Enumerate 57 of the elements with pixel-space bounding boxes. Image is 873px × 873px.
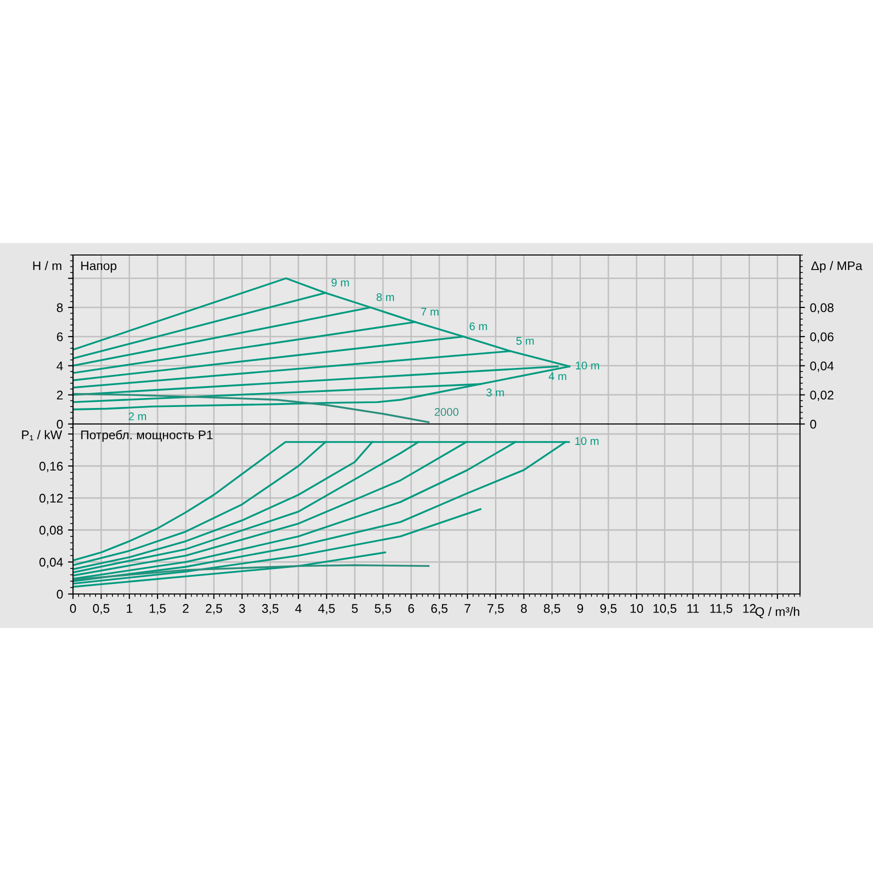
- x-tick-label: 11: [687, 604, 699, 613]
- series-label: 2000: [434, 408, 458, 416]
- x-tick-label: 4,5: [318, 604, 335, 614]
- y2-tick-label: 0: [810, 420, 816, 429]
- x-tick-label: 2,5: [206, 604, 222, 614]
- y2-tick-label: 0,02: [810, 390, 834, 401]
- x-tick-label: 5: [352, 604, 358, 613]
- y-axis-title: H / m: [33, 261, 62, 270]
- x-tick-label: 0,5: [92, 604, 110, 614]
- y-tick-label: 0,16: [39, 462, 63, 472]
- x-tick-label: 3: [239, 604, 245, 613]
- x-tick-label: 9,5: [600, 604, 617, 614]
- x-tick-label: 4: [295, 604, 302, 613]
- y-tick-label: 0: [56, 420, 63, 429]
- x-tick-label: 9: [577, 604, 584, 613]
- y-tick-label: 0,12: [39, 494, 63, 504]
- x-tick-label: 11,5: [710, 604, 732, 614]
- y2-axis-title: Δp / MPa: [811, 261, 862, 273]
- series-label: 3 m: [486, 388, 504, 396]
- x-tick-label: 3,5: [262, 604, 278, 614]
- y2-tick-label: 0,04: [810, 362, 834, 372]
- series-label: 6 m: [470, 322, 487, 330]
- x-tick-label: 7: [464, 604, 470, 613]
- y2-tick-label: 0,08: [810, 303, 834, 314]
- series-label: 10 m: [575, 437, 598, 445]
- x-tick-label: 7,5: [488, 604, 504, 614]
- x-tick-label: 1,5: [150, 604, 166, 614]
- y-tick-label: 4: [56, 362, 63, 370]
- y-tick-label: 0: [56, 590, 63, 599]
- x-tick-label: 0: [70, 604, 76, 613]
- y-axis-title: P₁ / kW: [22, 430, 62, 440]
- x-axis-title: Q / m³/h: [755, 606, 800, 618]
- chart-title: Напор: [81, 261, 116, 273]
- chart-title: Потребл. мощность P1: [81, 430, 213, 442]
- x-tick-label: 10: [630, 604, 644, 613]
- y2-tick-label: 0,06: [810, 332, 834, 343]
- series-label: 8 m: [376, 293, 394, 302]
- y-tick-label: 0,04: [39, 558, 63, 568]
- x-tick-label: 12: [743, 604, 756, 613]
- x-tick-label: 1: [126, 604, 132, 613]
- x-tick-label: 8: [520, 604, 527, 613]
- series-label: 5 m: [516, 337, 534, 345]
- x-tick-label: 6,5: [431, 604, 448, 614]
- x-tick-label: 8,5: [544, 604, 560, 614]
- x-tick-label: 5,5: [374, 604, 392, 614]
- x-tick-label: 2: [182, 604, 189, 613]
- y-tick-label: 0,08: [39, 526, 63, 536]
- series-label: 9 m: [332, 278, 349, 287]
- y-tick-label: 8: [56, 303, 63, 312]
- x-tick-label: 6: [408, 604, 414, 613]
- series-label: 2 m: [128, 412, 146, 420]
- y-tick-label: 2: [56, 390, 63, 400]
- series-label: 4 m: [548, 372, 566, 380]
- y-tick-label: 6: [56, 332, 63, 342]
- series-label: 7 m: [421, 308, 438, 316]
- series-label: 10 m: [576, 362, 600, 370]
- x-tick-label: 10,5: [654, 604, 676, 614]
